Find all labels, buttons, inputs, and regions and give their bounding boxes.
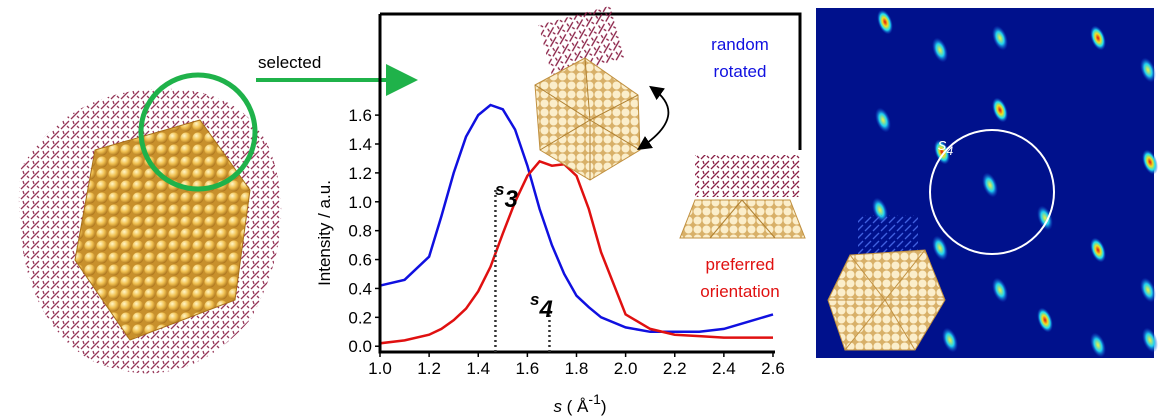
symbol: s bbox=[530, 290, 539, 309]
subscript: 4 bbox=[538, 296, 552, 323]
spot bbox=[942, 327, 958, 353]
facets bbox=[534, 57, 641, 180]
spot bbox=[1142, 327, 1158, 353]
symbol: s bbox=[938, 135, 947, 154]
spot bbox=[1037, 307, 1053, 333]
spot bbox=[1090, 25, 1106, 51]
y-tick-label: 0.6 bbox=[348, 251, 372, 270]
x-tick-label: 1.0 bbox=[368, 359, 392, 378]
x-tick-label: 1.8 bbox=[565, 359, 589, 378]
x-tick-label: 2.2 bbox=[663, 359, 687, 378]
y-tick-label: 1.6 bbox=[348, 106, 372, 125]
subscript: 3 bbox=[504, 186, 518, 213]
close: ) bbox=[601, 397, 607, 416]
subscript: 4 bbox=[947, 144, 954, 158]
marker-label: s3 bbox=[495, 180, 518, 213]
x-tick-label: 1.4 bbox=[466, 359, 490, 378]
spot bbox=[992, 277, 1008, 303]
symbol: s bbox=[495, 180, 504, 199]
spot bbox=[934, 139, 950, 165]
spot bbox=[932, 37, 948, 63]
series-line bbox=[379, 159, 773, 345]
x-tick-label: 1.6 bbox=[516, 359, 540, 378]
nanoparticle: selected bbox=[18, 53, 418, 374]
spot bbox=[992, 97, 1008, 123]
superscript: -1 bbox=[588, 391, 601, 407]
y-tick-label: 0.0 bbox=[348, 337, 372, 356]
x-axis-label: s ( Å-1) bbox=[553, 391, 606, 416]
spot bbox=[932, 235, 948, 261]
spot bbox=[1140, 57, 1156, 83]
y-axis-label: Intensity / a.u. bbox=[315, 180, 334, 286]
truncated-particle bbox=[679, 199, 806, 239]
pattern-label: s4 bbox=[938, 135, 954, 158]
spot bbox=[877, 9, 893, 35]
y-tick-label: 0.4 bbox=[348, 279, 372, 298]
spot bbox=[992, 25, 1008, 51]
y-tick-label: 1.2 bbox=[348, 164, 372, 183]
series-line bbox=[379, 103, 774, 334]
spot bbox=[1140, 277, 1156, 303]
spot bbox=[1142, 149, 1158, 175]
inset-random bbox=[534, 5, 670, 181]
ligands bbox=[538, 5, 626, 79]
y-tick-label: 1.0 bbox=[348, 193, 372, 212]
y-tick-label: 0.8 bbox=[348, 222, 372, 241]
y-tick-label: 1.4 bbox=[348, 135, 372, 154]
legend-label: preferred bbox=[706, 255, 775, 274]
legend-label: orientation bbox=[700, 282, 779, 301]
inset-preferred bbox=[670, 150, 806, 305]
diffraction-pattern: s4 bbox=[816, 8, 1158, 358]
spot bbox=[1037, 205, 1053, 231]
facets bbox=[709, 199, 776, 239]
axis-frame bbox=[378, 12, 802, 354]
x-tick-label: 2.0 bbox=[614, 359, 638, 378]
rotate-arrow bbox=[636, 85, 670, 150]
chart: 0.0 0.2 0.4 0.6 0.8 1.0 1.2 1.4 1.6 1.0 1.2 1.4 1.6 1… bbox=[315, 5, 806, 416]
spot bbox=[982, 172, 998, 198]
selected-label: selected bbox=[258, 53, 321, 72]
unit: ( Å bbox=[562, 397, 589, 416]
selection-circle bbox=[138, 72, 258, 192]
legend-label: random bbox=[711, 35, 769, 54]
x-tick-label: 2.4 bbox=[712, 359, 736, 378]
marker-label: s4 bbox=[530, 290, 553, 323]
ligands bbox=[695, 155, 800, 197]
spot bbox=[875, 107, 891, 133]
x-tick-label: 2.6 bbox=[761, 359, 785, 378]
spot bbox=[1090, 332, 1106, 358]
spot bbox=[1090, 237, 1106, 263]
y-tick-label: 0.2 bbox=[348, 308, 372, 327]
x-tick-label: 1.2 bbox=[417, 359, 441, 378]
legend-label: rotated bbox=[714, 62, 767, 81]
symbol: s bbox=[553, 397, 562, 416]
